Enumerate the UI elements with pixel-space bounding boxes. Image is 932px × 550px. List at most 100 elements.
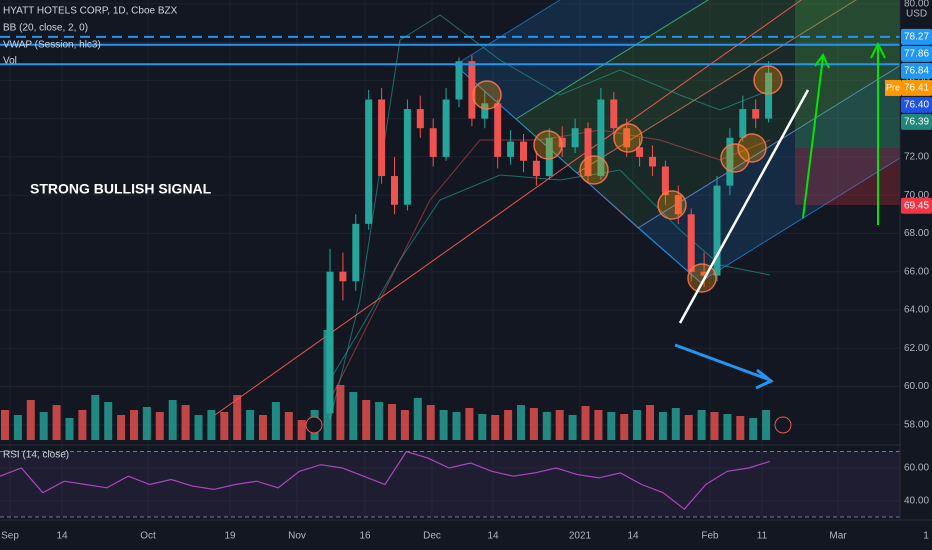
highlight-circle bbox=[657, 190, 687, 220]
pre-tag bbox=[885, 79, 901, 96]
annotation: STRONG BULLISH SIGNAL bbox=[30, 181, 212, 197]
x-tick-label: Mar bbox=[829, 531, 847, 542]
highlight-circle bbox=[533, 130, 563, 160]
candle-body bbox=[507, 141, 515, 157]
rsi-fill bbox=[0, 451, 900, 517]
y-tick-label: 58.00 bbox=[904, 419, 929, 430]
x-tick-label: Nov bbox=[288, 531, 306, 542]
pitchfork-handle bbox=[454, 64, 701, 283]
candle-body bbox=[532, 160, 540, 177]
highlight-circle bbox=[687, 263, 717, 293]
arrows bbox=[674, 41, 886, 390]
target-zone bbox=[795, 0, 900, 148]
x-tick-label: 16 bbox=[359, 531, 371, 542]
volume-bar bbox=[762, 410, 771, 440]
x-tick-label: 19 bbox=[224, 531, 236, 542]
candle-body bbox=[636, 147, 644, 157]
y-tick-label: 72.00 bbox=[904, 152, 929, 163]
price-pane bbox=[0, 35, 900, 420]
volume-bar bbox=[697, 410, 706, 440]
price-tag bbox=[901, 113, 932, 130]
volume-bar bbox=[658, 412, 667, 440]
volume-bar bbox=[568, 415, 577, 440]
volume-bar bbox=[233, 395, 242, 440]
highlight-circle bbox=[720, 143, 750, 173]
y-tick-label: 62.00 bbox=[904, 343, 929, 354]
volume-bar bbox=[633, 410, 642, 440]
indicator-label: BB (20, close, 2, 0) bbox=[3, 23, 88, 34]
volume-bar bbox=[710, 412, 719, 440]
earnings-marker bbox=[305, 416, 323, 434]
price-tag bbox=[901, 79, 932, 96]
markers bbox=[472, 65, 783, 293]
volume-bar bbox=[426, 405, 435, 440]
volume-bar bbox=[504, 410, 513, 440]
volume-bar bbox=[181, 405, 190, 440]
y-tick-label: 60.00 bbox=[904, 381, 929, 392]
volume-bar bbox=[297, 420, 306, 440]
highlight-circle bbox=[472, 80, 502, 110]
candle-body bbox=[687, 214, 695, 272]
x-tick-label: Sep bbox=[1, 531, 19, 542]
earnings-marker bbox=[774, 416, 792, 434]
rsi-line bbox=[0, 450, 771, 511]
candle-body bbox=[674, 195, 682, 215]
candle-body bbox=[468, 61, 476, 119]
candle-body bbox=[571, 128, 579, 148]
candle-body bbox=[403, 109, 411, 205]
y-tick-label: 80.00 bbox=[904, 0, 929, 9]
highlight-circle bbox=[579, 155, 609, 185]
support-line bbox=[678, 89, 810, 324]
volume-bar bbox=[542, 412, 551, 440]
volume-bar bbox=[413, 398, 422, 440]
volume-bar bbox=[155, 412, 164, 440]
arrow bbox=[870, 41, 886, 225]
candle-body bbox=[610, 99, 618, 129]
pre-tag-label: Pre bbox=[886, 82, 900, 92]
volume-bar bbox=[246, 410, 255, 440]
price-tag bbox=[901, 28, 932, 45]
volume-bar bbox=[362, 400, 371, 440]
bollinger-lower bbox=[329, 169, 771, 381]
x-tick-label: 14 bbox=[56, 531, 68, 542]
candle-body bbox=[739, 109, 747, 138]
candle-body bbox=[352, 223, 360, 282]
volume-bar bbox=[349, 392, 358, 440]
x-tick-label: Dec bbox=[423, 531, 441, 542]
volume-bar bbox=[104, 402, 113, 440]
candle-body bbox=[481, 103, 489, 119]
x-tick-label: 14 bbox=[627, 531, 639, 542]
rsi-pane bbox=[0, 450, 771, 511]
volume-bar bbox=[207, 410, 216, 440]
volume-bar bbox=[517, 405, 525, 440]
volume-bar bbox=[65, 418, 74, 440]
volume-bar bbox=[465, 408, 474, 440]
price-tag-label: 78.27 bbox=[904, 32, 929, 43]
volume-bar bbox=[736, 416, 745, 440]
volume-bar bbox=[388, 404, 396, 440]
price-tag-label: 76.41 bbox=[904, 83, 929, 94]
candle-body bbox=[339, 271, 347, 282]
candle-body bbox=[391, 176, 398, 205]
volume-bar bbox=[336, 385, 345, 440]
y-tick-label: 68.00 bbox=[904, 228, 929, 239]
volume-bar bbox=[130, 410, 138, 440]
price-tag bbox=[901, 197, 932, 214]
arrow bbox=[802, 53, 830, 219]
volume-bar bbox=[452, 412, 461, 440]
candle-body bbox=[713, 185, 721, 276]
candle-body bbox=[416, 109, 424, 129]
volume-bar bbox=[555, 410, 564, 440]
candle-body bbox=[494, 103, 502, 157]
volume-bar bbox=[117, 415, 126, 440]
volume-bar bbox=[220, 412, 229, 440]
candle-body bbox=[545, 137, 553, 177]
price-tag-label: 76.40 bbox=[904, 100, 929, 111]
volume-bar bbox=[26, 400, 35, 440]
volume-bar bbox=[671, 408, 680, 440]
volume-bar bbox=[439, 410, 448, 440]
highlight-circle bbox=[613, 123, 643, 153]
candle-body bbox=[726, 137, 734, 186]
